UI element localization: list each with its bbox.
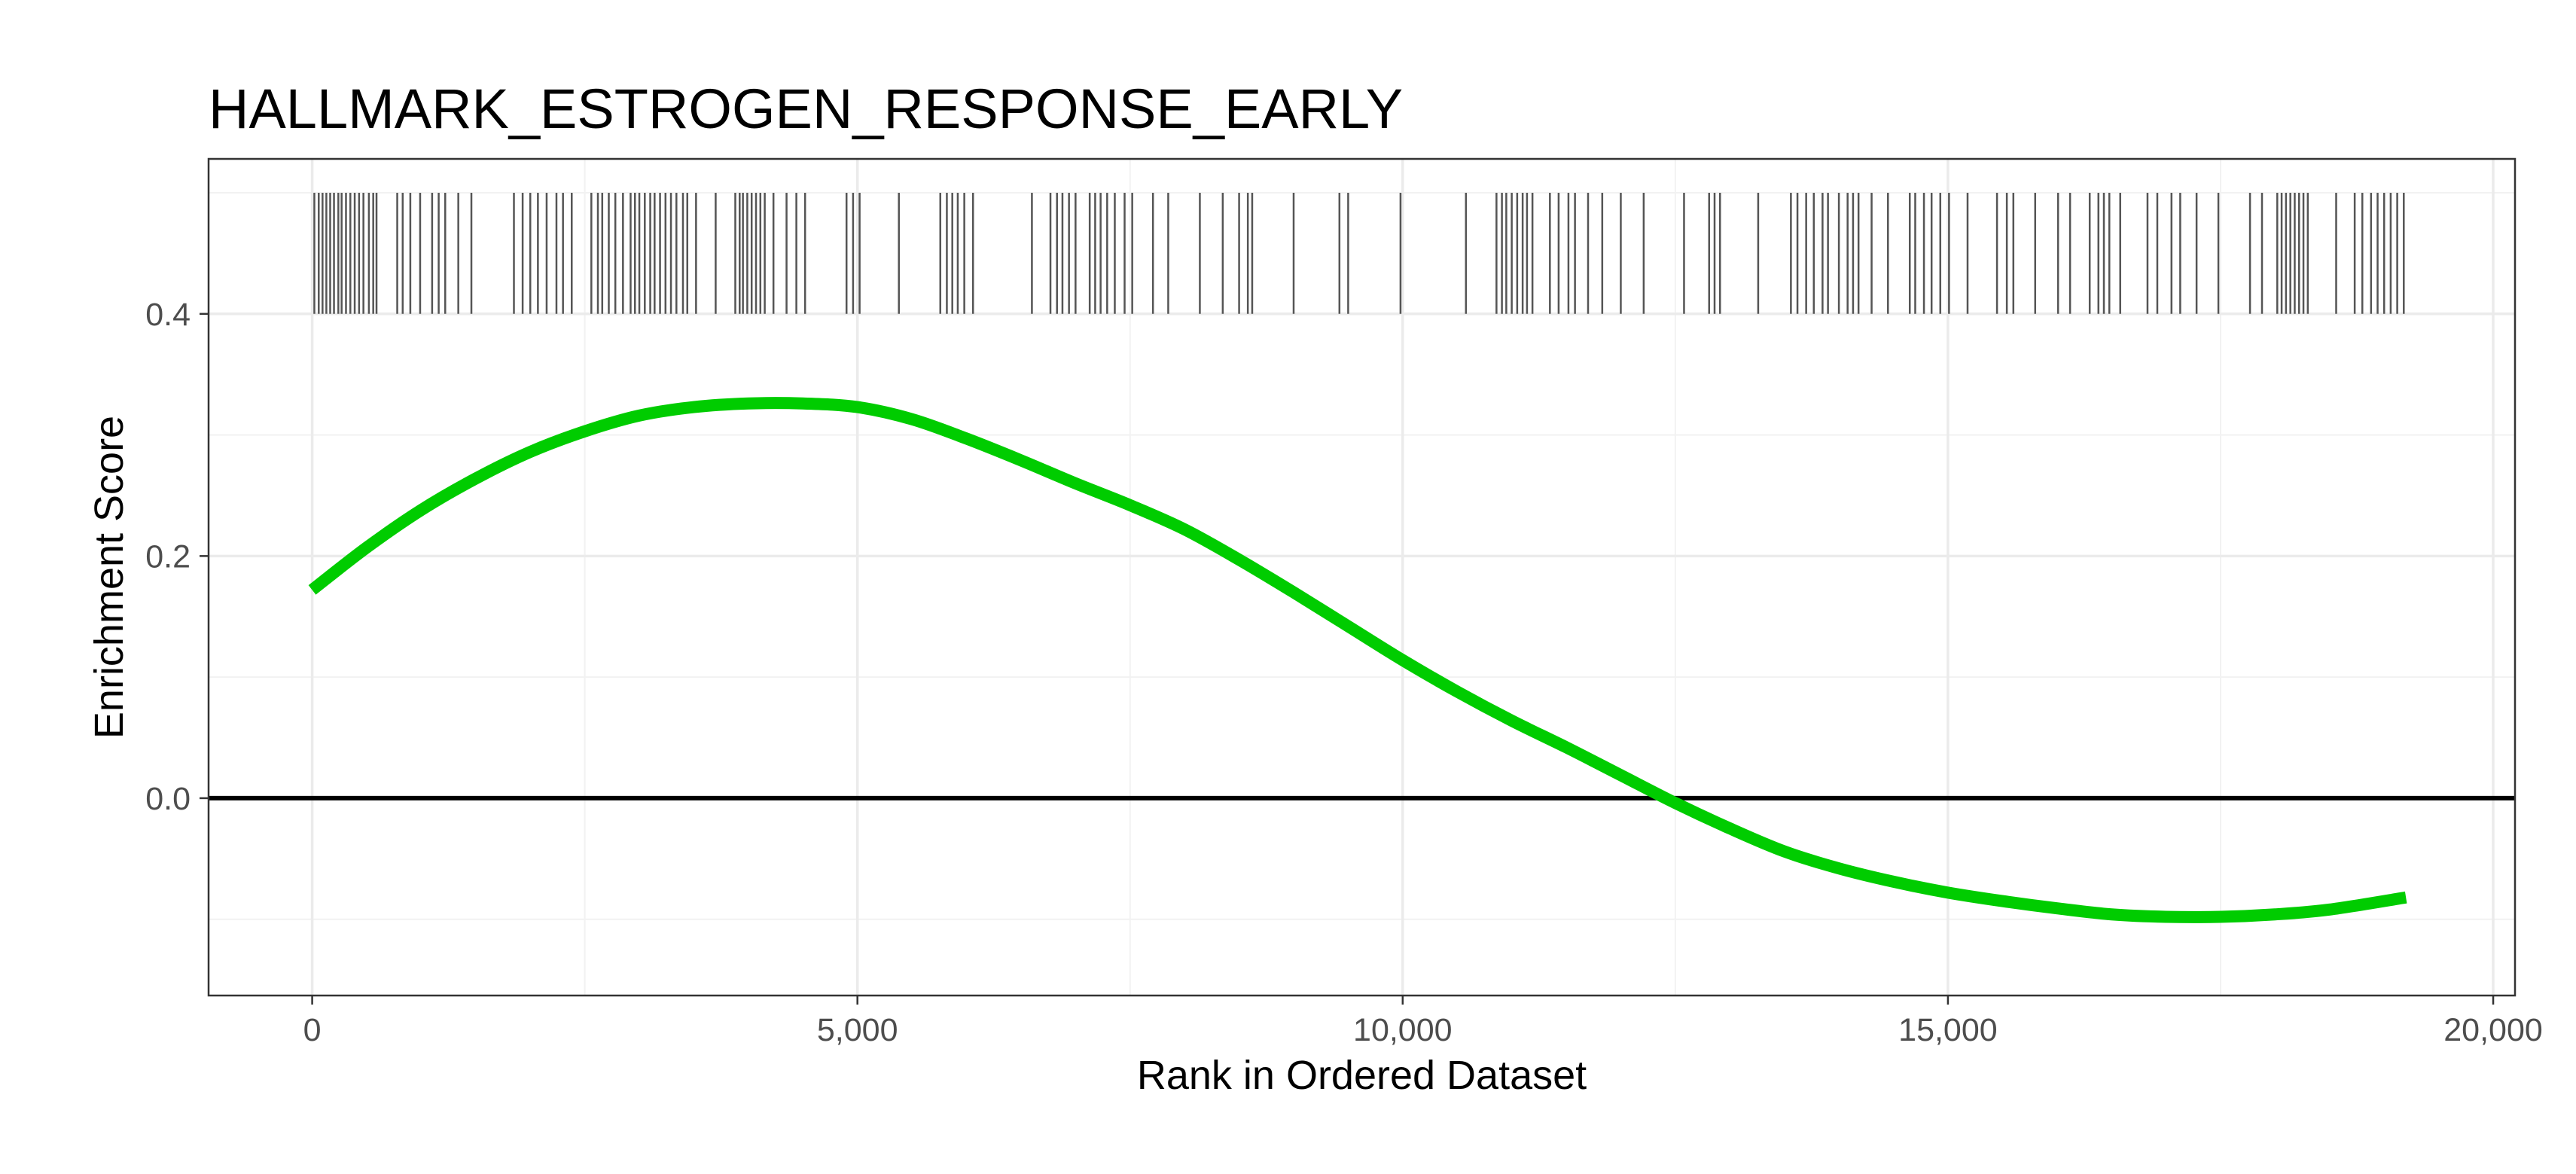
grid-lines [209,159,2515,996]
x-axis-title: Rank in Ordered Dataset [1137,1053,1587,1098]
plot-panel-border [207,157,2517,997]
enrichment-score-line [308,397,2407,923]
y-tick-label: 0.2 [145,538,191,575]
y-axis-title: Enrichment Score [87,416,132,739]
x-axis-ticks: 0 5,000 10,000 15,000 20,000 [303,996,2543,1048]
x-tick-label: 0 [303,1012,322,1048]
y-tick-label: 0.0 [145,781,191,817]
y-tick-label: 0.4 [145,297,191,333]
x-tick-label: 20,000 [2443,1012,2543,1048]
y-axis-ticks: 0.0 0.2 0.4 [145,297,209,817]
gene-hit-rug [313,193,2405,314]
chart-title: HALLMARK_ESTROGEN_RESPONSE_EARLY [209,78,1403,140]
x-tick-label: 5,000 [817,1012,898,1048]
enrichment-series [308,397,2407,923]
x-tick-label: 10,000 [1353,1012,1453,1048]
x-tick-label: 15,000 [1898,1012,1998,1048]
